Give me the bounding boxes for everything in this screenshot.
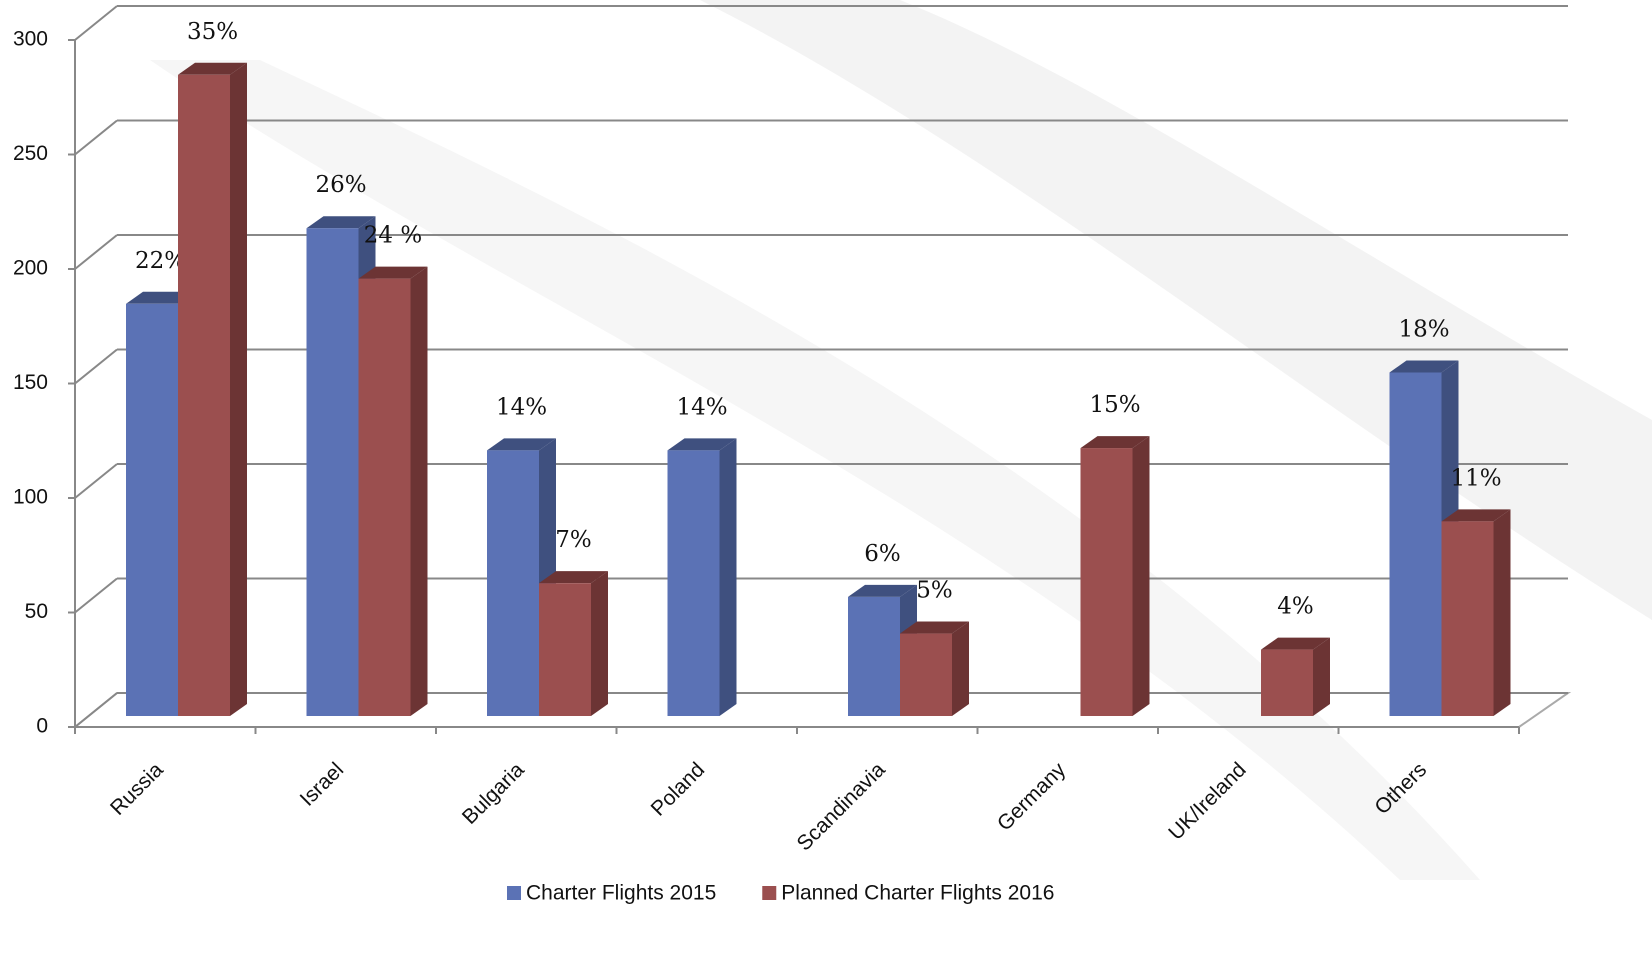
share-label: 18% xyxy=(1398,317,1449,343)
bar-side xyxy=(230,62,247,717)
share-label: 24 % xyxy=(364,223,422,249)
share-label: 22% xyxy=(135,248,186,274)
bar xyxy=(178,74,230,717)
grid-line xyxy=(74,463,118,499)
bar xyxy=(1389,372,1442,716)
bar xyxy=(1080,448,1133,716)
bar xyxy=(848,596,900,716)
bar xyxy=(306,228,359,717)
share-label: 14% xyxy=(676,394,727,420)
grid-line xyxy=(74,692,118,728)
legend-swatch xyxy=(762,886,777,900)
share-label: 26% xyxy=(315,172,366,198)
grid-line xyxy=(74,119,118,156)
x-tick-label: Germany xyxy=(993,758,1071,836)
bar-side xyxy=(410,266,428,716)
share-label: 15% xyxy=(1089,392,1140,418)
bar-side xyxy=(1132,436,1150,716)
bar xyxy=(900,633,952,716)
bar-side xyxy=(719,438,737,716)
bar-top xyxy=(539,571,608,584)
grid-line xyxy=(74,577,118,614)
bar-top xyxy=(1080,436,1150,449)
bar-top xyxy=(900,621,969,634)
x-tick-label: Scandinavia xyxy=(793,758,890,855)
bar-top xyxy=(1441,509,1511,522)
bar-top xyxy=(306,216,376,229)
share-label: 4% xyxy=(1277,594,1314,620)
bar-side xyxy=(952,621,969,716)
y-tick-label: 0 xyxy=(36,715,48,738)
floor xyxy=(72,692,1572,728)
y-tick-label: 250 xyxy=(13,142,48,165)
legend-swatch xyxy=(507,886,521,900)
legend-label: Planned Charter Flights 2016 xyxy=(781,882,1054,905)
share-label: 35% xyxy=(187,19,238,45)
bar-top xyxy=(358,266,428,279)
bar-side xyxy=(1493,509,1511,716)
bar-side xyxy=(591,571,608,716)
bar xyxy=(1261,649,1313,716)
bar-top xyxy=(667,438,737,451)
share-label: 6% xyxy=(864,541,901,567)
bar-top xyxy=(487,438,556,451)
grid-line xyxy=(74,348,118,385)
grid-line xyxy=(74,5,118,41)
share-label: 7% xyxy=(555,527,592,553)
bar-top xyxy=(178,62,247,75)
bar-top xyxy=(1261,637,1330,650)
background-swoosh xyxy=(700,0,1652,620)
bar-top xyxy=(126,291,195,304)
bar xyxy=(358,278,411,716)
share-label: 5% xyxy=(916,578,953,604)
bar xyxy=(539,583,591,716)
y-tick-label: 50 xyxy=(25,600,48,623)
bar-top xyxy=(1389,360,1459,373)
y-tick-label: 300 xyxy=(13,28,48,51)
background-swoosh xyxy=(150,60,1480,880)
bar xyxy=(1441,521,1494,716)
x-tick-label: Russia xyxy=(106,758,168,820)
bar xyxy=(126,303,178,716)
bar-side xyxy=(1313,637,1330,716)
x-tick-label: UK/Ireland xyxy=(1164,758,1250,844)
legend-label: Charter Flights 2015 xyxy=(526,882,716,905)
bar xyxy=(487,450,539,716)
share-label: 11% xyxy=(1450,465,1501,491)
y-tick-label: 100 xyxy=(13,486,48,509)
y-tick-label: 150 xyxy=(13,371,48,394)
x-tick-label: Poland xyxy=(647,758,710,821)
bar-top xyxy=(848,584,917,597)
x-tick-label: Bulgaria xyxy=(458,758,529,829)
bar xyxy=(667,450,720,716)
x-tick-label: Israel xyxy=(296,758,349,811)
y-tick-label: 200 xyxy=(13,257,48,280)
grid-line xyxy=(74,234,118,270)
share-label: 14% xyxy=(496,394,547,420)
